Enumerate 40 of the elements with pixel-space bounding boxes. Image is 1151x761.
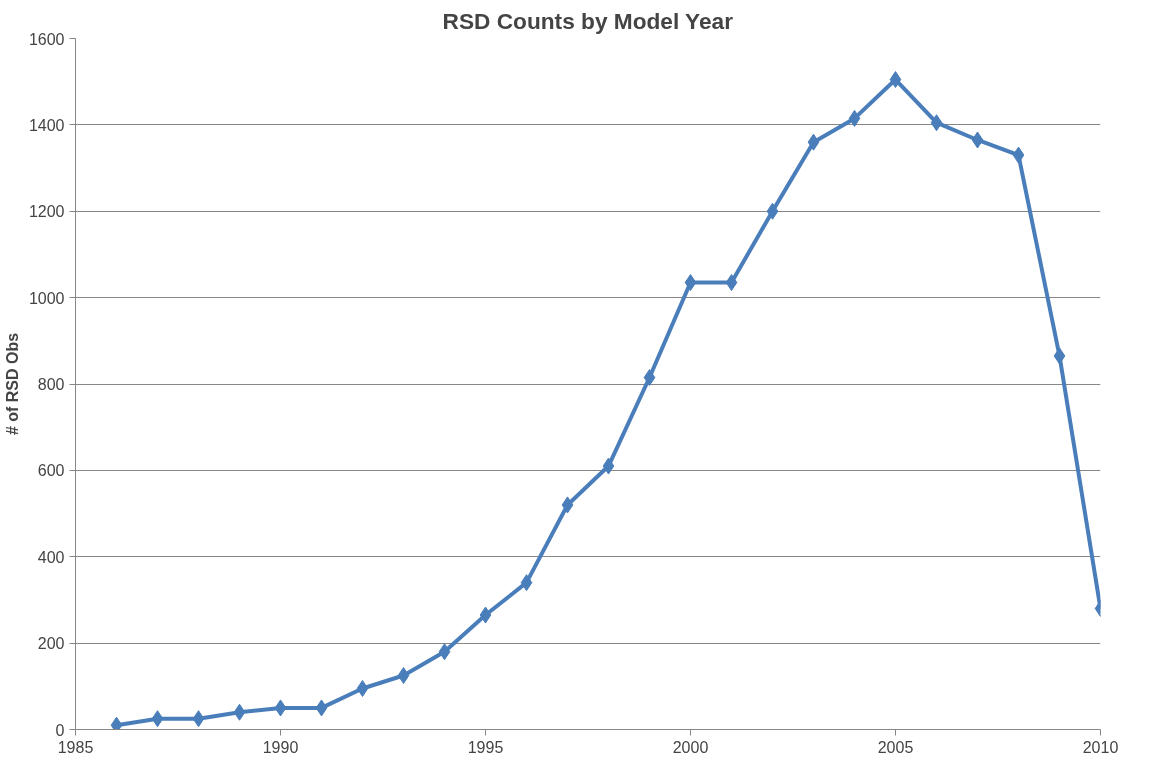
point: [971, 131, 984, 149]
point: [274, 699, 287, 717]
y-tick-label: 600: [37, 462, 65, 480]
point: [479, 606, 492, 624]
y-tick-label: 200: [37, 635, 65, 653]
y-tick-label: 400: [37, 548, 65, 566]
point: [520, 574, 533, 592]
x-tick-label: 2010: [1082, 738, 1119, 756]
x-tick-label: 2000: [672, 738, 709, 756]
y-tick-label: 1600: [28, 30, 65, 48]
point: [233, 703, 246, 721]
point: [151, 710, 164, 728]
point: [397, 667, 410, 685]
point: [889, 71, 902, 89]
point: [930, 114, 943, 132]
x-tick-label: 2005: [877, 738, 914, 756]
point: [807, 133, 820, 151]
point: [561, 496, 574, 514]
point: [438, 643, 451, 661]
point: [725, 274, 738, 292]
y-tick-label: 1200: [28, 203, 65, 221]
y-tick-label: 800: [37, 376, 65, 393]
point: [766, 202, 779, 220]
point: [848, 109, 861, 127]
chart-title: RSD Counts by Model Year: [442, 7, 734, 34]
x-tick-label: 1995: [467, 738, 504, 756]
y-tick-label: 1000: [28, 289, 65, 307]
y-axis-title: # of RSD Obs: [3, 332, 21, 436]
y-tick-label: 0: [55, 721, 65, 739]
point: [1012, 146, 1025, 164]
point: [356, 679, 369, 697]
y-tick-label: 1400: [28, 116, 65, 134]
point: [684, 274, 697, 292]
point: [1053, 347, 1066, 365]
point: [602, 457, 615, 475]
point: [643, 369, 656, 387]
x-tick-label: 1990: [262, 738, 299, 756]
point: [192, 710, 205, 728]
x-tick-label: 1985: [57, 738, 94, 756]
point: [315, 699, 328, 717]
